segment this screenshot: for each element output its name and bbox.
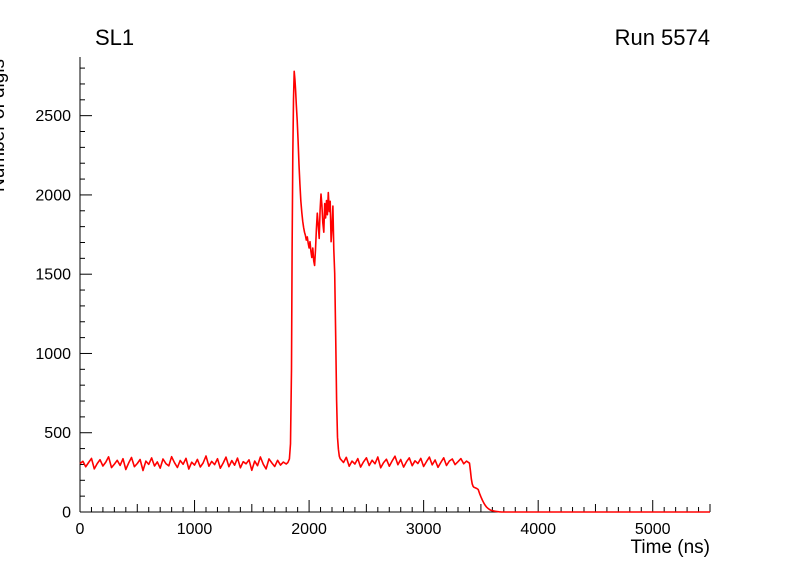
svg-text:1000: 1000 xyxy=(35,346,71,363)
svg-text:0: 0 xyxy=(62,505,71,522)
y-ticks xyxy=(80,67,92,513)
axes xyxy=(79,57,710,513)
x-axis-title: Time (ns) xyxy=(630,537,710,558)
svg-text:3000: 3000 xyxy=(406,521,442,538)
y-tick-labels: 0 500 1000 1500 2000 2500 xyxy=(35,108,71,521)
svg-text:500: 500 xyxy=(44,425,71,442)
svg-text:2500: 2500 xyxy=(35,108,71,125)
x-tick-labels: 0 1000 2000 3000 4000 5000 xyxy=(76,521,671,538)
run-number-label: Run 5574 xyxy=(614,25,710,50)
svg-text:0: 0 xyxy=(76,521,85,538)
svg-text:1500: 1500 xyxy=(35,267,71,284)
svg-text:4000: 4000 xyxy=(520,521,556,538)
svg-text:2000: 2000 xyxy=(291,521,327,538)
svg-text:1000: 1000 xyxy=(177,521,213,538)
histogram-title: SL1 xyxy=(95,25,135,50)
svg-text:5000: 5000 xyxy=(635,521,671,538)
x-ticks xyxy=(79,500,711,512)
histogram-line xyxy=(79,70,710,513)
svg-text:2000: 2000 xyxy=(35,187,71,204)
